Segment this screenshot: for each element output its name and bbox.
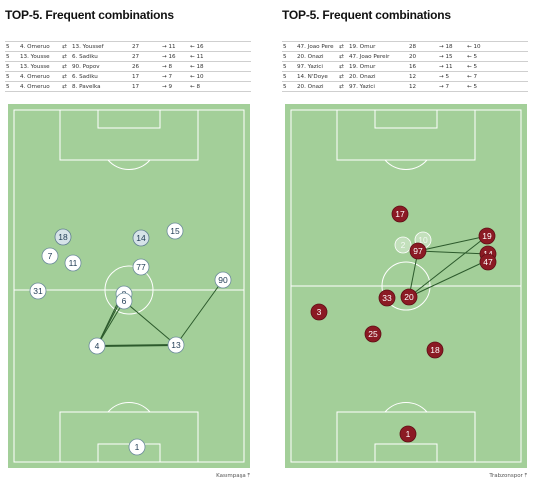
player-token-circle: [378, 289, 396, 307]
player-tokens: 181415711773186904131: [29, 222, 232, 456]
player-token: 33: [378, 289, 396, 307]
panel-title: TOP-5. Frequent combinations: [5, 8, 174, 22]
combinations-table: 5 4. Omeruo ⇄ 13. Youssef 27 → 11 ← 16 5…: [5, 41, 251, 92]
player-tokens: 17210971914473320325181: [310, 205, 497, 443]
player-token: 4: [88, 337, 106, 355]
player-number: 77: [136, 262, 146, 272]
table-row: 5 20. Onazi ⇄ 97. Yazici 12 → 7 ← 5: [282, 81, 528, 92]
player-token-circle: [394, 236, 412, 254]
player-token: 17: [391, 205, 409, 223]
combinations-table: 5 47. Joao Pere ⇄ 19. Omur 28 → 18 ← 10 …: [282, 41, 528, 92]
player-token-circle: [54, 228, 72, 246]
player-number: 7: [48, 251, 53, 261]
player-token: 77: [132, 258, 150, 276]
player-token-circle: [167, 336, 185, 354]
player-token: 25: [364, 325, 382, 343]
player-token: 6: [115, 292, 133, 310]
player-number: 14: [136, 233, 146, 243]
table-row: 5 47. Joao Pere ⇄ 19. Omur 28 → 18 ← 10: [282, 41, 528, 52]
player-number: 47: [483, 257, 493, 267]
player-number: 10: [418, 235, 428, 245]
player-token: 90: [214, 271, 232, 289]
table-row: 5 13. Yousse ⇄ 90. Popov 26 → 8 ← 18: [5, 61, 251, 72]
player-token-circle: [88, 337, 106, 355]
player-token-circle: [399, 425, 417, 443]
player-number: 33: [382, 293, 392, 303]
football-pitch: 181415711773186904131: [8, 104, 250, 468]
player-number: 90: [218, 275, 228, 285]
player-token: 2: [394, 236, 412, 254]
player-token-circle: [166, 222, 184, 240]
player-token-circle: [364, 325, 382, 343]
player-token-circle: [132, 258, 150, 276]
table-row: 5 20. Onazi ⇄ 47. Joao Pereir 20 → 15 ← …: [282, 51, 528, 62]
player-number: 11: [69, 258, 78, 268]
player-token: 47: [479, 253, 497, 271]
player-number: 20: [404, 292, 414, 302]
player-token-circle: [400, 288, 418, 306]
player-token: 1: [128, 438, 146, 456]
player-token: 18: [426, 341, 444, 359]
player-token-circle: [214, 271, 232, 289]
player-token-circle: [115, 292, 133, 310]
player-token-circle: [409, 242, 427, 260]
player-token: 1: [399, 425, 417, 443]
player-number: 19: [482, 231, 492, 241]
pitch-markings: [13, 109, 245, 463]
table-row: 5 4. Omeruo ⇄ 8. Pavelka 17 → 9 ← 8: [5, 81, 251, 92]
football-pitch: 17210971914473320325181: [285, 104, 527, 468]
player-token: 11: [64, 254, 82, 272]
player-token-circle: [41, 247, 59, 265]
player-token-circle: [391, 205, 409, 223]
pitch-svg: 17210971914473320325181: [285, 104, 527, 468]
player-token-circle: [132, 229, 150, 247]
panel-title: TOP-5. Frequent combinations: [282, 8, 451, 22]
player-token-circle: [310, 303, 328, 321]
player-number: 31: [33, 286, 43, 296]
player-number: 6: [122, 296, 127, 306]
player-number: 97: [413, 246, 423, 256]
player-token: 18: [54, 228, 72, 246]
player-number: 25: [368, 329, 378, 339]
pass-lines: [96, 279, 224, 347]
player-number: 17: [395, 209, 405, 219]
team-panel-right: TOP-5. Frequent combinations 5 47. Joao …: [277, 0, 535, 485]
player-token-circle: [479, 253, 497, 271]
player-number: 2: [401, 240, 406, 250]
player-number: 13: [171, 340, 181, 350]
pitch-svg: 181415711773186904131: [8, 104, 250, 468]
player-token: 19: [478, 227, 496, 245]
player-token: 97: [409, 242, 427, 260]
player-token: 14: [132, 229, 150, 247]
team-name-footer: Kasımpaşa ⤒: [216, 473, 250, 479]
table-row: 5 4. Omeruo ⇄ 6. Sadiku 17 → 7 ← 10: [5, 71, 251, 82]
player-number: 1: [406, 429, 411, 439]
player-token: 15: [166, 222, 184, 240]
player-number: 1: [135, 442, 140, 452]
player-number: 18: [430, 345, 440, 355]
pitch-markings: [290, 109, 522, 463]
player-number: 3: [317, 307, 322, 317]
team-name-footer: Trabzonspor ⤒: [489, 473, 527, 479]
table-row: 5 13. Yousse ⇄ 6. Sadiku 27 → 16 ← 11: [5, 51, 251, 62]
pitch-background: [8, 104, 250, 468]
player-number: 18: [58, 232, 68, 242]
player-token: 31: [29, 282, 47, 300]
player-token: 3: [310, 303, 328, 321]
table-row: 5 14. N'Doye ⇄ 20. Onazi 12 → 5 ← 7: [282, 71, 528, 82]
player-token: 13: [167, 336, 185, 354]
player-token: 20: [400, 288, 418, 306]
team-panel-left: TOP-5. Frequent combinations 5 4. Omeruo…: [0, 0, 258, 485]
player-number: 4: [95, 341, 100, 351]
player-token-circle: [128, 438, 146, 456]
table-row: 5 4. Omeruo ⇄ 13. Youssef 27 → 11 ← 16: [5, 41, 251, 52]
player-token: 7: [41, 247, 59, 265]
table-row: 5 97. Yazici ⇄ 19. Omur 16 → 11 ← 5: [282, 61, 528, 72]
player-token-circle: [64, 254, 82, 272]
player-token-circle: [426, 341, 444, 359]
player-token-circle: [29, 282, 47, 300]
player-token-circle: [478, 227, 496, 245]
player-number: 15: [170, 226, 180, 236]
